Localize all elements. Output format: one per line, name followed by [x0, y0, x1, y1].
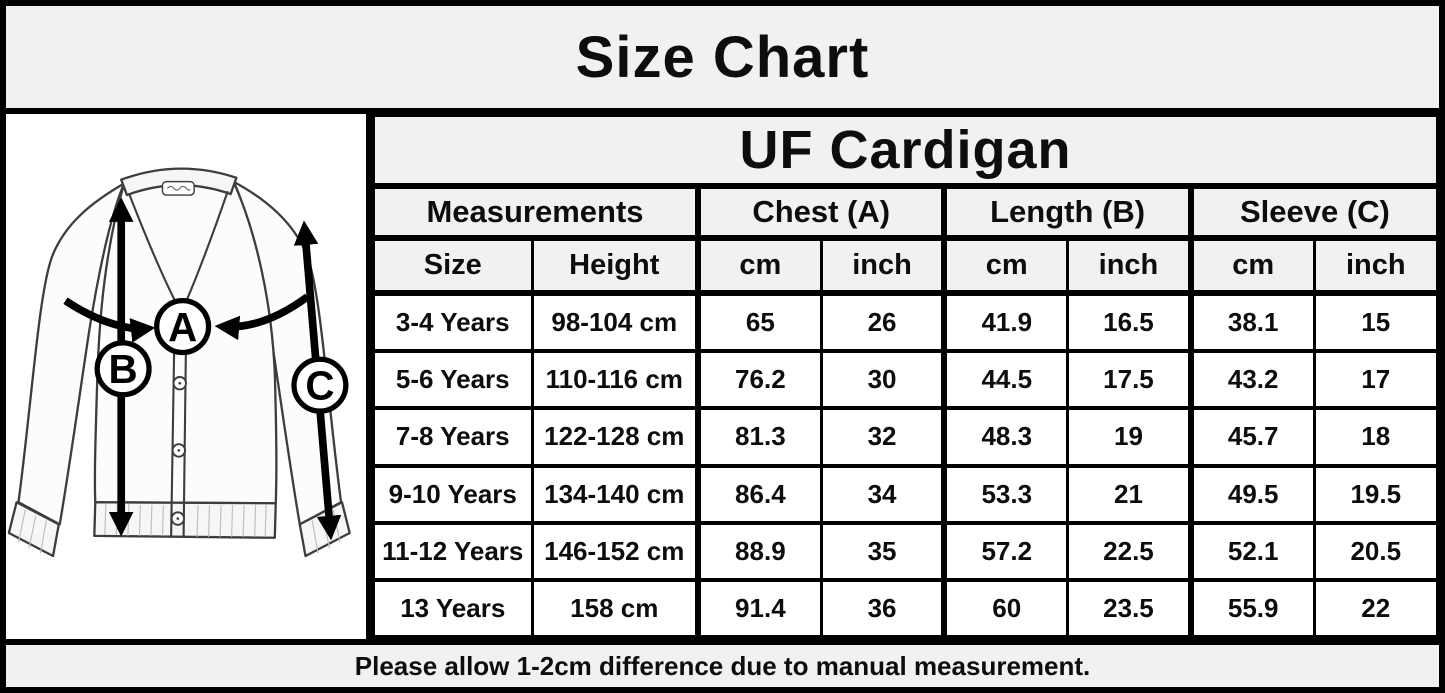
size-cell: 5-6 Years: [372, 349, 534, 411]
size-cell: 9-10 Years: [372, 463, 534, 525]
length-cm-cell: 44.5: [941, 349, 1070, 411]
content-area: A B C UF Cardigan: [6, 114, 1440, 640]
length-inch-cell: 16.5: [1066, 290, 1193, 354]
cardigan-body: [7, 167, 351, 558]
chest-cm-cell: 91.4: [694, 577, 823, 640]
left-cuff: [7, 501, 60, 558]
brand-tag: [161, 180, 195, 196]
length-inch-cell: 17.5: [1066, 349, 1193, 411]
page-title: Size Chart: [6, 6, 1439, 114]
sub-header-sleeve-inch: inch: [1312, 236, 1440, 296]
height-cell: 134-140 cm: [530, 463, 700, 525]
table-row: 7-8 Years 122-128 cm 81.3 32 48.3 19 45.…: [372, 406, 1440, 468]
length-inch-cell: 23.5: [1066, 577, 1193, 640]
height-cell: 110-116 cm: [530, 349, 700, 411]
length-cm-cell: 60: [941, 577, 1070, 640]
table-row: 11-12 Years 146-152 cm 88.9 35 57.2 22.5…: [372, 520, 1440, 582]
chest-inch-cell: 35: [819, 520, 946, 582]
footer-note: Please allow 1-2cm difference due to man…: [6, 639, 1439, 687]
chest-label-a: A: [168, 304, 197, 350]
chest-inch-cell: 36: [819, 577, 946, 640]
chest-cm-cell: 86.4: [694, 463, 823, 525]
size-table-wrap: UF Cardigan Measurements Chest (A) Lengt…: [372, 114, 1440, 640]
height-cell: 98-104 cm: [530, 290, 700, 354]
chest-inch-cell: 34: [819, 463, 946, 525]
chest-cm-cell: 88.9: [694, 520, 823, 582]
sleeve-cm-cell: 43.2: [1187, 349, 1316, 411]
height-cell: 146-152 cm: [530, 520, 700, 582]
length-inch-cell: 19: [1066, 406, 1193, 468]
group-header-row: Measurements Chest (A) Length (B) Sleeve…: [372, 184, 1439, 241]
chest-cm-cell: 65: [694, 290, 823, 354]
sub-header-chest-cm: cm: [694, 236, 823, 296]
length-inch-cell: 22.5: [1066, 520, 1193, 582]
sleeve-cm-cell: 52.1: [1187, 520, 1316, 582]
sleeve-inch-cell: 18: [1312, 406, 1440, 468]
length-cm-cell: 48.3: [941, 406, 1070, 468]
measurement-labels: A B C: [94, 298, 349, 414]
label-circle-c: [291, 356, 349, 414]
size-cell: 11-12 Years: [372, 520, 534, 582]
size-cell: 3-4 Years: [372, 290, 534, 354]
sub-header-chest-inch: inch: [819, 236, 946, 296]
sleeve-cm-cell: 55.9: [1187, 577, 1316, 640]
cardigan-diagram-panel: A B C: [6, 114, 372, 639]
chest-arrow-left: [63, 297, 156, 343]
length-cm-cell: 41.9: [941, 290, 1070, 354]
chest-inch-cell: 26: [819, 290, 946, 354]
group-header-sleeve: Sleeve (C): [1187, 184, 1439, 241]
table-row: 5-6 Years 110-116 cm 76.2 30 44.5 17.5 4…: [372, 349, 1440, 411]
sleeve-inch-cell: 20.5: [1312, 520, 1440, 582]
table-row: 3-4 Years 98-104 cm 65 26 41.9 16.5 38.1…: [372, 290, 1440, 354]
product-title-row: UF Cardigan: [372, 114, 1439, 189]
sleeve-cm-cell: 45.7: [1187, 406, 1316, 468]
label-circle-b: [94, 340, 152, 398]
length-cm-cell: 57.2: [941, 520, 1070, 582]
product-title: UF Cardigan: [372, 114, 1439, 189]
sub-header-size: Size: [372, 236, 534, 296]
sub-header-height: Height: [530, 236, 700, 296]
sub-header-sleeve-cm: cm: [1187, 236, 1316, 296]
chest-inch-cell: 30: [819, 349, 946, 411]
chest-cm-cell: 76.2: [694, 349, 823, 411]
sleeve-inch-cell: 19.5: [1312, 463, 1440, 525]
group-header-length: Length (B): [941, 184, 1193, 241]
sleeve-inch-cell: 15: [1312, 290, 1440, 354]
group-header-chest: Chest (A): [694, 184, 946, 241]
sub-header-length-cm: cm: [941, 236, 1070, 296]
sleeve-inch-cell: 17: [1312, 349, 1440, 411]
table-row: 13 Years 158 cm 91.4 36 60 23.5 55.9 22: [372, 577, 1440, 640]
size-cell: 13 Years: [372, 577, 534, 640]
group-header-measurements: Measurements: [372, 184, 700, 241]
sub-header-row: Size Height cm inch cm inch cm inch: [372, 236, 1440, 296]
chest-arrow-right: [214, 293, 310, 341]
length-inch-cell: 21: [1066, 463, 1193, 525]
cardigan-illustration: A B C: [7, 167, 351, 558]
table-row: 9-10 Years 134-140 cm 86.4 34 53.3 21 49…: [372, 463, 1440, 525]
size-table: UF Cardigan Measurements Chest (A) Lengt…: [372, 114, 1440, 640]
sleeve-cm-cell: 49.5: [1187, 463, 1316, 525]
sleeve-inch-cell: 22: [1312, 577, 1440, 640]
size-cell: 7-8 Years: [372, 406, 534, 468]
chest-cm-cell: 81.3: [694, 406, 823, 468]
sleeve-label-c: C: [305, 363, 334, 409]
label-circle-a: [154, 298, 212, 356]
sub-header-length-inch: inch: [1066, 236, 1193, 296]
length-cm-cell: 53.3: [941, 463, 1070, 525]
sleeve-cm-cell: 38.1: [1187, 290, 1316, 354]
height-cell: 158 cm: [530, 577, 700, 640]
chest-inch-cell: 32: [819, 406, 946, 468]
height-cell: 122-128 cm: [530, 406, 700, 468]
length-label-b: B: [109, 346, 138, 392]
